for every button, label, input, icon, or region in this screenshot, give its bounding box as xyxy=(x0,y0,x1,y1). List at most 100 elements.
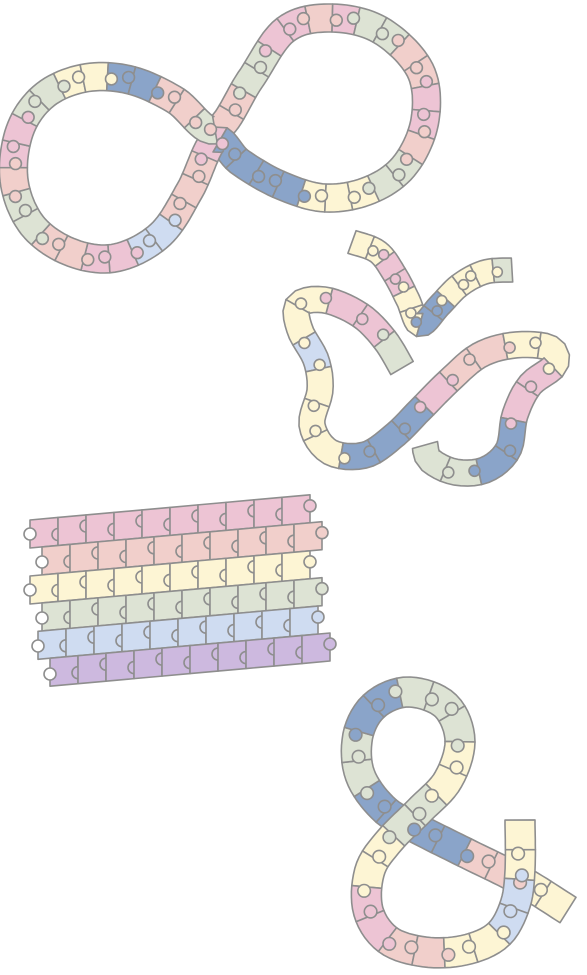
bird-knob xyxy=(503,444,517,458)
infinity-knob xyxy=(81,252,95,267)
infinity-knob xyxy=(104,72,119,86)
infinity-knob xyxy=(346,11,361,25)
ampersand-knob xyxy=(360,785,375,801)
bird-knob xyxy=(441,466,455,479)
ampersand-knob xyxy=(407,822,422,837)
infinity-knob xyxy=(18,203,33,218)
bird-knob xyxy=(542,362,556,376)
row-socket xyxy=(23,527,37,541)
bird-knob xyxy=(463,353,476,366)
bird-knob xyxy=(398,422,412,436)
infinity-knob xyxy=(98,250,112,264)
row-knob xyxy=(303,554,317,569)
infinity-knob xyxy=(189,115,203,130)
ampersand-knob xyxy=(404,940,419,955)
ampersand-knob xyxy=(351,749,366,764)
infinity-knob xyxy=(268,173,283,188)
bird-knob xyxy=(355,312,369,326)
infinity-knob xyxy=(71,70,86,84)
row-knob xyxy=(323,637,337,651)
ampersand-knob xyxy=(461,939,477,954)
bird-knob xyxy=(491,266,504,278)
row-knob xyxy=(315,525,329,540)
infinity-knob xyxy=(347,190,361,205)
row-socket xyxy=(43,667,57,681)
bird-knob xyxy=(307,399,321,413)
infinity-knob xyxy=(409,60,424,75)
infinity-knob xyxy=(28,94,42,109)
infinity-knob xyxy=(251,169,266,184)
stacked-rows-puzzle-block xyxy=(23,494,337,687)
infinity-knob xyxy=(203,122,218,137)
infinity-knob xyxy=(173,196,187,211)
infinity-knob xyxy=(194,152,208,166)
row-socket xyxy=(31,639,45,653)
row-knob xyxy=(315,581,329,596)
infinity-knob xyxy=(392,168,406,182)
infinity-knob xyxy=(151,86,165,100)
bird-knob xyxy=(468,464,481,478)
infinity-knob xyxy=(142,234,157,248)
bird-knob xyxy=(389,273,402,285)
ampersand-knob xyxy=(428,828,443,843)
infinity-knob xyxy=(375,27,390,41)
infinity-knob xyxy=(168,213,182,227)
ampersand-knob xyxy=(441,947,456,962)
infinity-knob xyxy=(362,181,376,196)
ampersand-puzzle-strip xyxy=(340,676,577,969)
row-knob xyxy=(311,610,325,624)
ampersand-knob xyxy=(510,846,526,861)
bird-knob xyxy=(464,270,477,282)
ampersand-knob xyxy=(388,684,403,699)
bird-knob xyxy=(410,316,423,328)
infinity-knob xyxy=(167,90,182,104)
ampersand-knob xyxy=(444,701,459,717)
row-socket xyxy=(23,583,37,597)
bird-knob xyxy=(294,297,308,310)
infinity-knob xyxy=(228,147,242,161)
bird-knob xyxy=(457,278,470,291)
bird-knob xyxy=(313,358,326,372)
ampersand-knob xyxy=(348,727,363,742)
infinity-knob xyxy=(228,103,243,117)
ampersand-knob xyxy=(533,882,549,898)
row-tile xyxy=(293,520,323,554)
bird-knob xyxy=(309,424,322,438)
bird-puzzle-strip xyxy=(282,229,571,487)
infinity-knob xyxy=(57,79,71,94)
ampersand-knob xyxy=(377,799,392,814)
ampersand-knob xyxy=(363,904,378,919)
infinity-puzzle-strip xyxy=(0,3,442,274)
bird-knob xyxy=(413,400,427,414)
infinity-knob xyxy=(417,107,431,122)
infinity-knob xyxy=(314,189,329,203)
bird-knob xyxy=(319,291,333,305)
ampersand-knob xyxy=(503,904,518,919)
bird-knob xyxy=(376,328,390,342)
bird-knob xyxy=(446,373,460,387)
row-tile xyxy=(293,576,323,610)
bird-knob xyxy=(529,336,542,350)
ampersand-knob xyxy=(371,697,386,713)
infinity-knob xyxy=(419,74,434,89)
ampersand-knob xyxy=(424,788,439,803)
infinity-knob xyxy=(399,152,414,167)
infinity-knob xyxy=(130,246,144,260)
row-knob xyxy=(303,498,317,513)
infinity-knob xyxy=(233,86,247,100)
infinity-knob xyxy=(296,11,311,26)
bird-knob xyxy=(377,248,390,261)
bird-knob xyxy=(431,305,444,317)
ampersand-knob xyxy=(449,760,464,775)
bird-knob xyxy=(504,417,518,430)
bird-tile xyxy=(411,440,452,482)
infinity-knob xyxy=(6,139,21,154)
ampersand-knob xyxy=(424,692,440,707)
bird-knob xyxy=(435,294,448,307)
infinity-knob xyxy=(215,137,230,151)
row-socket xyxy=(35,555,49,569)
ampersand-knob xyxy=(412,806,427,822)
infinity-knob xyxy=(51,237,66,252)
ampersand-knob xyxy=(496,925,511,940)
